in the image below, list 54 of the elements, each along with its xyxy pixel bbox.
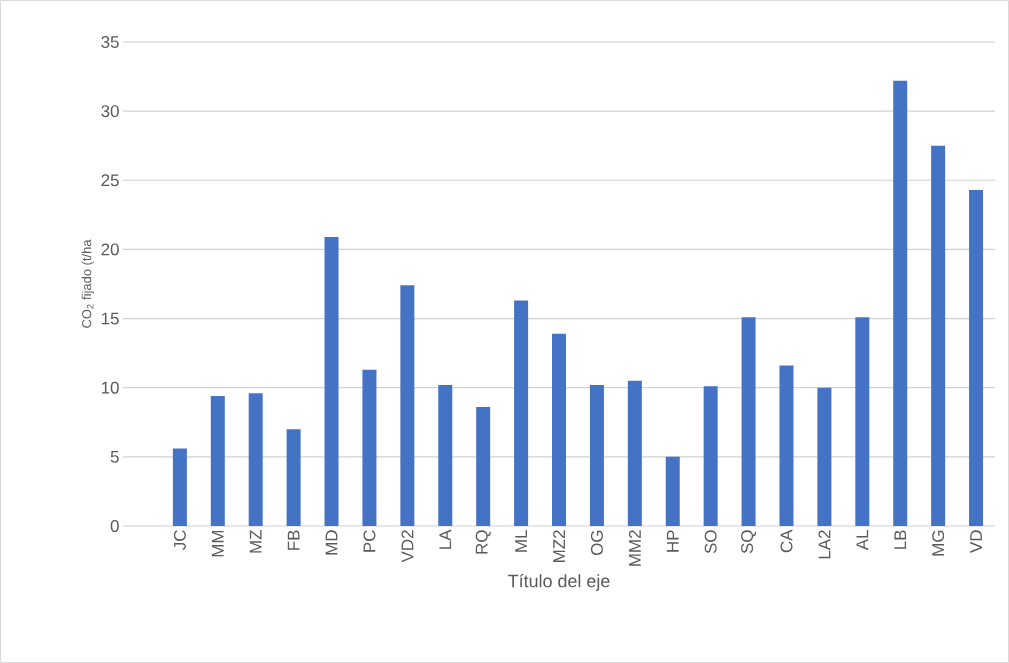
x-tick-label: RQ xyxy=(475,530,491,554)
y-tick-label: 15 xyxy=(101,312,119,325)
bar xyxy=(552,333,567,526)
x-tick-label: VD xyxy=(970,530,982,553)
x-tick-label: JC xyxy=(173,530,186,550)
y-tick-label: 5 xyxy=(110,450,119,463)
x-tick-label: HP xyxy=(666,530,679,552)
x-tick-label: MZ xyxy=(249,530,262,553)
bar xyxy=(172,448,187,526)
x-axis-title: Título del eje xyxy=(508,573,610,591)
x-tick-label: MM2 xyxy=(628,530,641,566)
bar xyxy=(969,189,984,526)
x-tick-label: FB xyxy=(287,530,300,550)
bar xyxy=(210,396,225,526)
y-tick-label: 35 xyxy=(101,35,119,48)
y-axis-title: CO$_{2}$ fijado (t/ha xyxy=(81,239,94,328)
bar xyxy=(589,384,604,526)
bar xyxy=(931,145,946,526)
x-tick-label: MG xyxy=(932,530,945,556)
x-tick-label: LA2 xyxy=(818,530,831,559)
x-tick-label: MD xyxy=(325,530,338,555)
x-tick-label: SQ xyxy=(741,530,757,554)
bar xyxy=(286,429,301,526)
x-tick-label: SO xyxy=(704,530,717,554)
bar xyxy=(324,236,339,526)
y-tick-label: 20 xyxy=(101,243,119,256)
x-tick-label: MM xyxy=(211,530,224,557)
x-tick-label: PC xyxy=(363,530,376,552)
x-tick-label: VD2 xyxy=(401,530,414,563)
x-tick-label: OG xyxy=(590,530,603,556)
bar xyxy=(855,317,870,526)
bar xyxy=(817,387,832,526)
bar xyxy=(514,300,529,526)
y-tick-label: 0 xyxy=(110,519,119,532)
x-tick-label: LB xyxy=(894,530,907,549)
x-tick-label: LA xyxy=(439,529,452,549)
x-tick-label: AL xyxy=(856,530,869,551)
x-tick-label: CA xyxy=(780,529,793,553)
bar xyxy=(362,369,377,526)
bar xyxy=(248,393,263,526)
bar xyxy=(893,80,908,526)
y-tick-label: 30 xyxy=(101,105,119,118)
x-tick-label: ML xyxy=(515,530,527,552)
bar xyxy=(438,384,453,526)
bar xyxy=(400,285,415,526)
x-tick-label: MZ2 xyxy=(553,530,565,562)
y-tick-label: 10 xyxy=(101,381,119,394)
bar xyxy=(476,407,491,526)
bar xyxy=(627,380,642,526)
bar xyxy=(741,317,756,526)
bar xyxy=(703,386,718,526)
bar xyxy=(779,365,794,526)
bar xyxy=(665,456,680,526)
y-tick-label: 25 xyxy=(101,174,119,187)
